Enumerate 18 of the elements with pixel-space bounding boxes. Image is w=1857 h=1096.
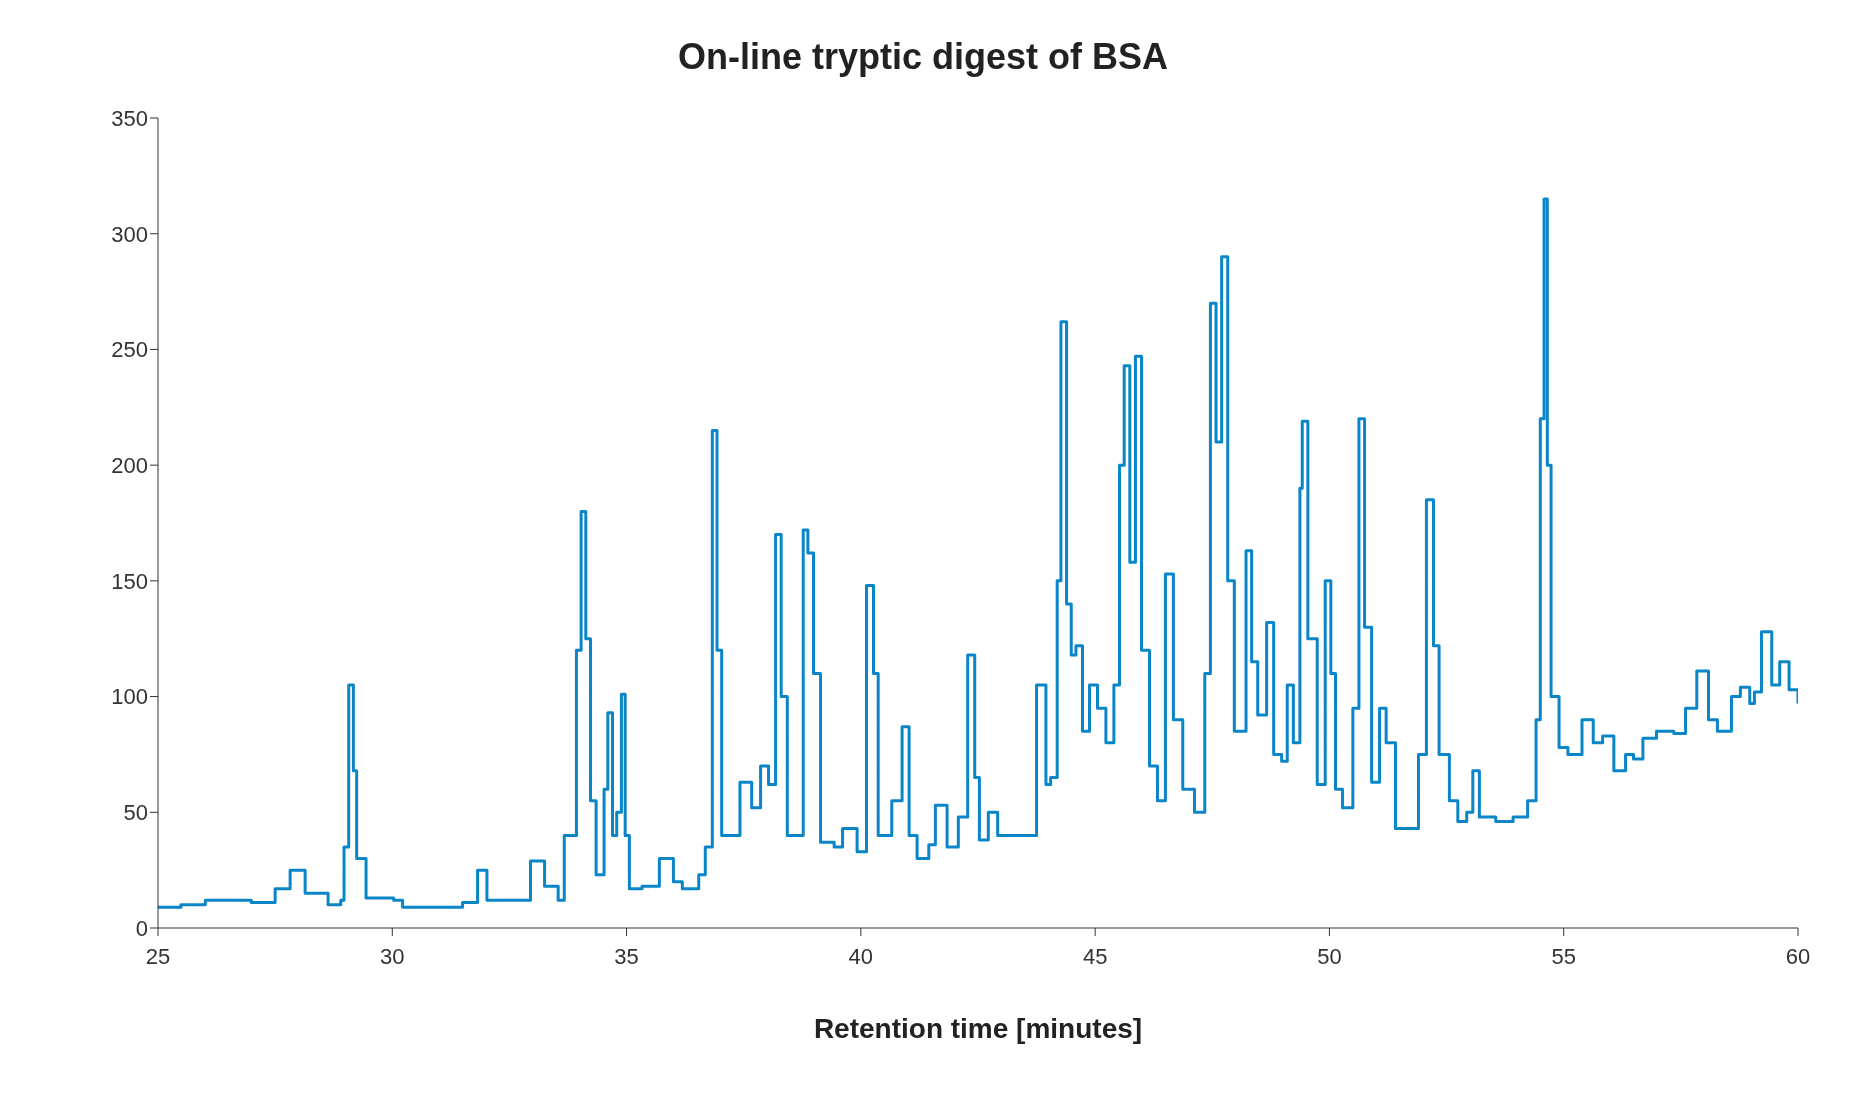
x-axis-title: Retention time [minutes] xyxy=(813,1013,1143,1044)
x-tick-label: 40 xyxy=(848,943,874,969)
x-tick-label: 60 xyxy=(1785,943,1811,969)
y-tick-label: 300 xyxy=(111,221,148,247)
chart-title: On-line tryptic digest of BSA xyxy=(677,35,1169,79)
x-tick-label: 35 xyxy=(614,943,639,969)
x-tick-label: 55 xyxy=(1551,943,1576,969)
y-tick-label: 100 xyxy=(111,684,148,710)
y-tick-label: 200 xyxy=(111,452,148,478)
x-tick-label: 50 xyxy=(1317,943,1342,969)
y-tick-label: 150 xyxy=(111,568,148,594)
x-tick-label: 25 xyxy=(145,943,171,969)
x-tick-label: 45 xyxy=(1082,943,1108,969)
y-tick-label: 250 xyxy=(111,337,148,363)
x-tick-label: 30 xyxy=(380,943,405,969)
y-tick-label: 0 xyxy=(135,915,148,941)
y-tick-label: 50 xyxy=(123,800,148,826)
y-tick-label: 350 xyxy=(111,105,148,131)
